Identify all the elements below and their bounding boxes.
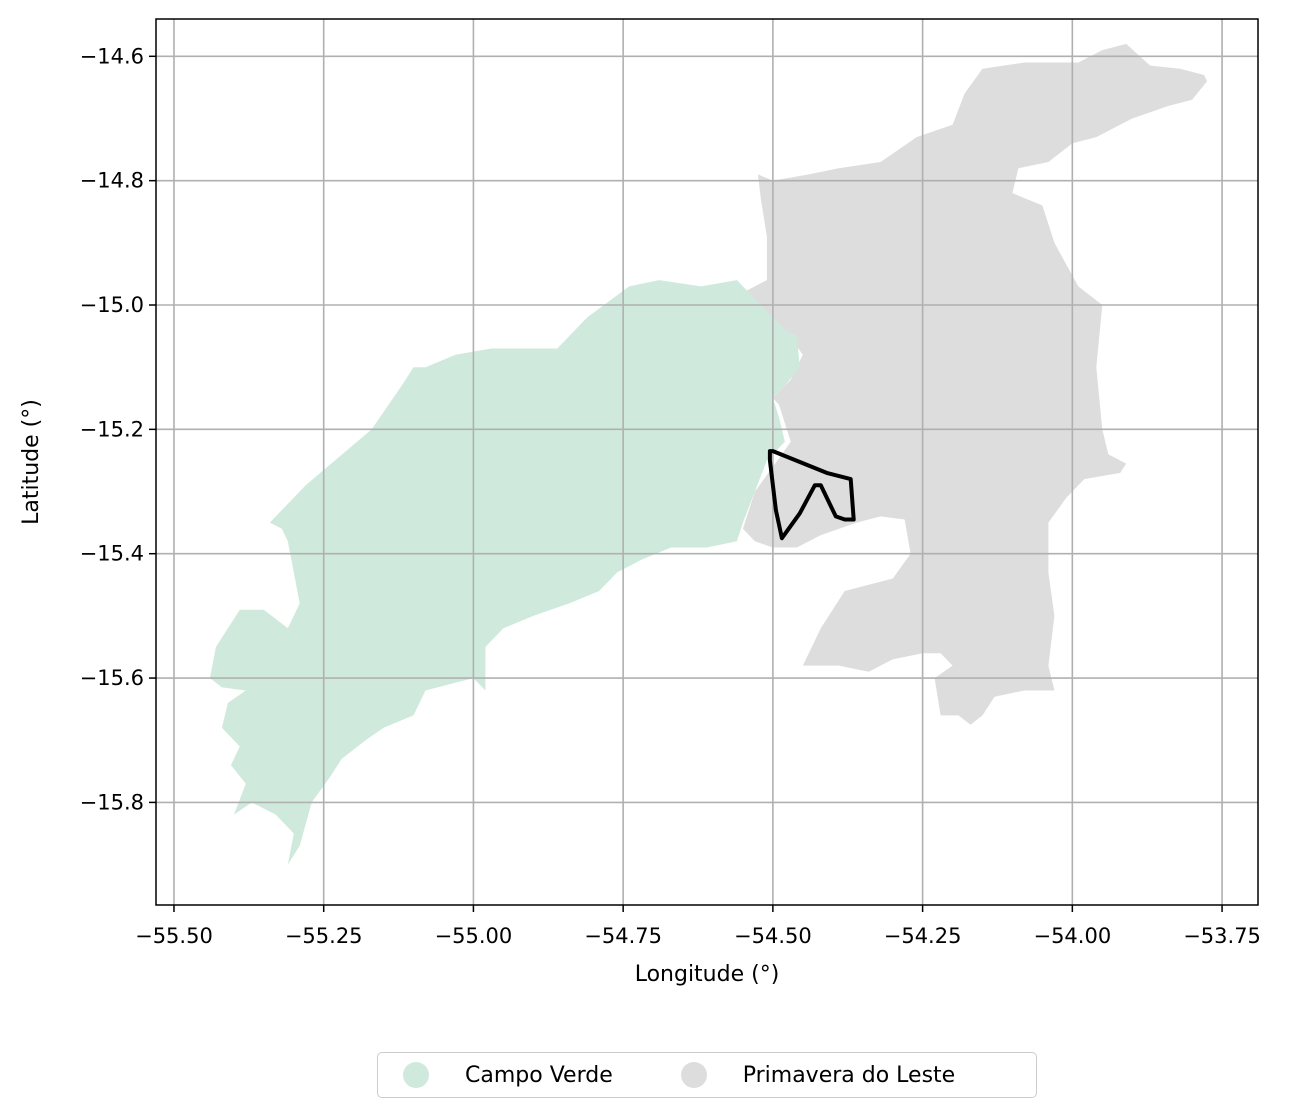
x-tick-label: −55.00 bbox=[435, 924, 513, 948]
x-axis-label: Longitude (°) bbox=[635, 962, 780, 987]
y-tick-label: −14.8 bbox=[80, 169, 144, 193]
region-primavera-do-leste bbox=[701, 43, 1208, 725]
x-tick-label: −53.75 bbox=[1183, 924, 1261, 948]
boundary-layer bbox=[767, 449, 856, 541]
study-area-boundary bbox=[767, 449, 856, 541]
ticks-layer: −55.50 −55.25 −55.00 −54.75 −54.50 −54.25 −54.… bbox=[80, 44, 1261, 948]
legend: Campo Verde Primavera do Leste bbox=[377, 1052, 1037, 1098]
y-axis-label: Latitude (°) bbox=[19, 399, 44, 525]
y-tick-label: −15.4 bbox=[80, 542, 144, 566]
legend-item-campo-verde: Campo Verde bbox=[403, 1062, 613, 1088]
grid-layer bbox=[156, 19, 1258, 905]
plot-frame bbox=[155, 18, 1259, 906]
legend-item-primavera-do-leste: Primavera do Leste bbox=[680, 1062, 956, 1088]
legend-swatch-primavera-do-leste bbox=[680, 1062, 707, 1088]
x-tick-label: −54.75 bbox=[584, 924, 662, 948]
y-tick-label: −14.6 bbox=[80, 44, 144, 68]
x-tick-label: −55.25 bbox=[285, 924, 363, 948]
x-tick-label: −54.25 bbox=[884, 924, 962, 948]
legend-swatch-campo-verde bbox=[403, 1062, 429, 1088]
legend-label-primavera-do-leste: Primavera do Leste bbox=[742, 1062, 956, 1088]
regions-layer bbox=[209, 43, 1208, 865]
legend-label-campo-verde: Campo Verde bbox=[465, 1062, 613, 1088]
y-tick-label: −15.2 bbox=[80, 417, 144, 441]
x-tick-label: −54.50 bbox=[734, 924, 812, 948]
region-campo-verde bbox=[209, 280, 800, 865]
y-tick-label: −15.6 bbox=[80, 666, 144, 690]
x-tick-label: −55.50 bbox=[135, 924, 213, 948]
y-tick-label: −15.8 bbox=[80, 790, 144, 814]
x-tick-label: −54.00 bbox=[1033, 924, 1111, 948]
y-tick-label: −15.0 bbox=[80, 293, 144, 317]
map-chart: −55.50 −55.25 −55.00 −54.75 −54.50 −54.25 −54.… bbox=[19, 18, 1261, 987]
